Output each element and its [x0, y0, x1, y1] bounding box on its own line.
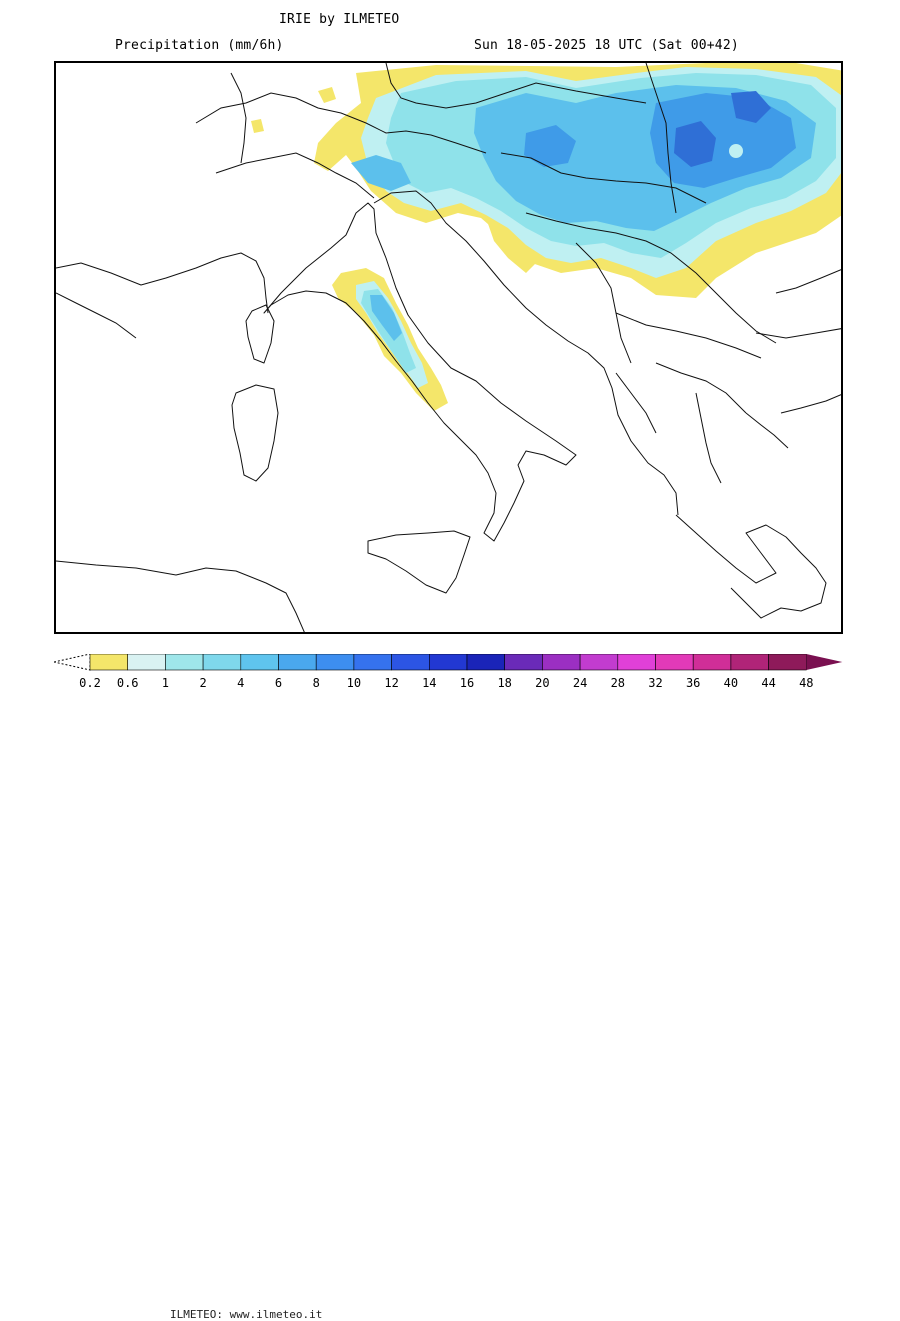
map-canvas	[56, 63, 841, 632]
map-title: IRIE by ILMETEO	[279, 12, 400, 27]
colorbar-tick-label: 44	[761, 676, 776, 690]
colorbar-tick-label: 16	[459, 676, 475, 690]
colorbar-tick-label: 4	[237, 676, 245, 690]
colorbar-segment	[579, 654, 619, 671]
colorbar-segment	[89, 654, 129, 671]
colorbar-tick-label: 18	[497, 676, 512, 690]
colorbar-segment	[617, 654, 656, 671]
colorbar-tick-label: 0.6	[116, 676, 139, 690]
borders	[56, 63, 841, 484]
colorbar-segment	[542, 654, 581, 671]
colorbar-segment	[466, 654, 506, 671]
colorbar-segment	[127, 654, 166, 671]
colorbar-tick-label: 8	[312, 676, 320, 690]
valid-time-label: Sun 18-05-2025 18 UTC (Sat 00+42)	[474, 38, 739, 53]
colorbar-tick-label: 14	[422, 676, 437, 690]
colorbar-tick-label: 36	[685, 676, 701, 690]
precip-blue-dark-layer	[674, 91, 771, 167]
colorbar-tick-label: 12	[384, 676, 399, 690]
colorbar-tick-label: 32	[648, 676, 663, 690]
colorbar-segment	[692, 654, 732, 671]
colorbar-tick-label: 48	[799, 676, 814, 690]
colorbar-tick-label: 28	[610, 676, 626, 690]
colorbar-scale	[54, 654, 843, 671]
colorbar-segment	[353, 654, 392, 671]
colorbar-tick-label: 24	[572, 676, 588, 690]
colorbar-segment	[240, 654, 279, 671]
colorbar-tick-label: 20	[535, 676, 550, 690]
colorbar-segment	[504, 654, 543, 671]
colorbar-segment	[655, 654, 694, 671]
colorbar-segment	[768, 654, 807, 671]
colorbar-segment	[202, 654, 242, 671]
colorbar-segment	[278, 654, 317, 671]
colorbar-segment	[315, 654, 355, 671]
colorbar-right-arrow	[806, 654, 843, 670]
colorbar-segment	[391, 654, 430, 671]
precip-hole	[729, 144, 743, 158]
colorbar-tick-label: 1	[161, 676, 170, 690]
coastlines	[56, 190, 841, 632]
colorbar-tick-label: 2	[199, 676, 207, 690]
colorbar-tick-label: 0.2	[79, 676, 101, 690]
colorbar-tick-label: 10	[346, 676, 362, 690]
watermark: ILMETEO: www.ilmeteo.it	[170, 1308, 323, 1321]
colorbar-segment	[428, 654, 468, 671]
colorbar-tick-label: 6	[274, 676, 283, 690]
colorbar-left-arrow	[54, 654, 91, 671]
colorbar-segment	[730, 654, 769, 671]
colorbar: ILMETEO: www.ilmeteo.it 0.2 0.6 1 2 4 6 8 10 12 1…	[54, 654, 854, 1321]
variable-label: Precipitation (mm/6h)	[115, 38, 284, 53]
precipitation-map	[54, 61, 843, 634]
colorbar-segment	[165, 654, 204, 671]
colorbar-tick-label: 40	[723, 676, 739, 690]
